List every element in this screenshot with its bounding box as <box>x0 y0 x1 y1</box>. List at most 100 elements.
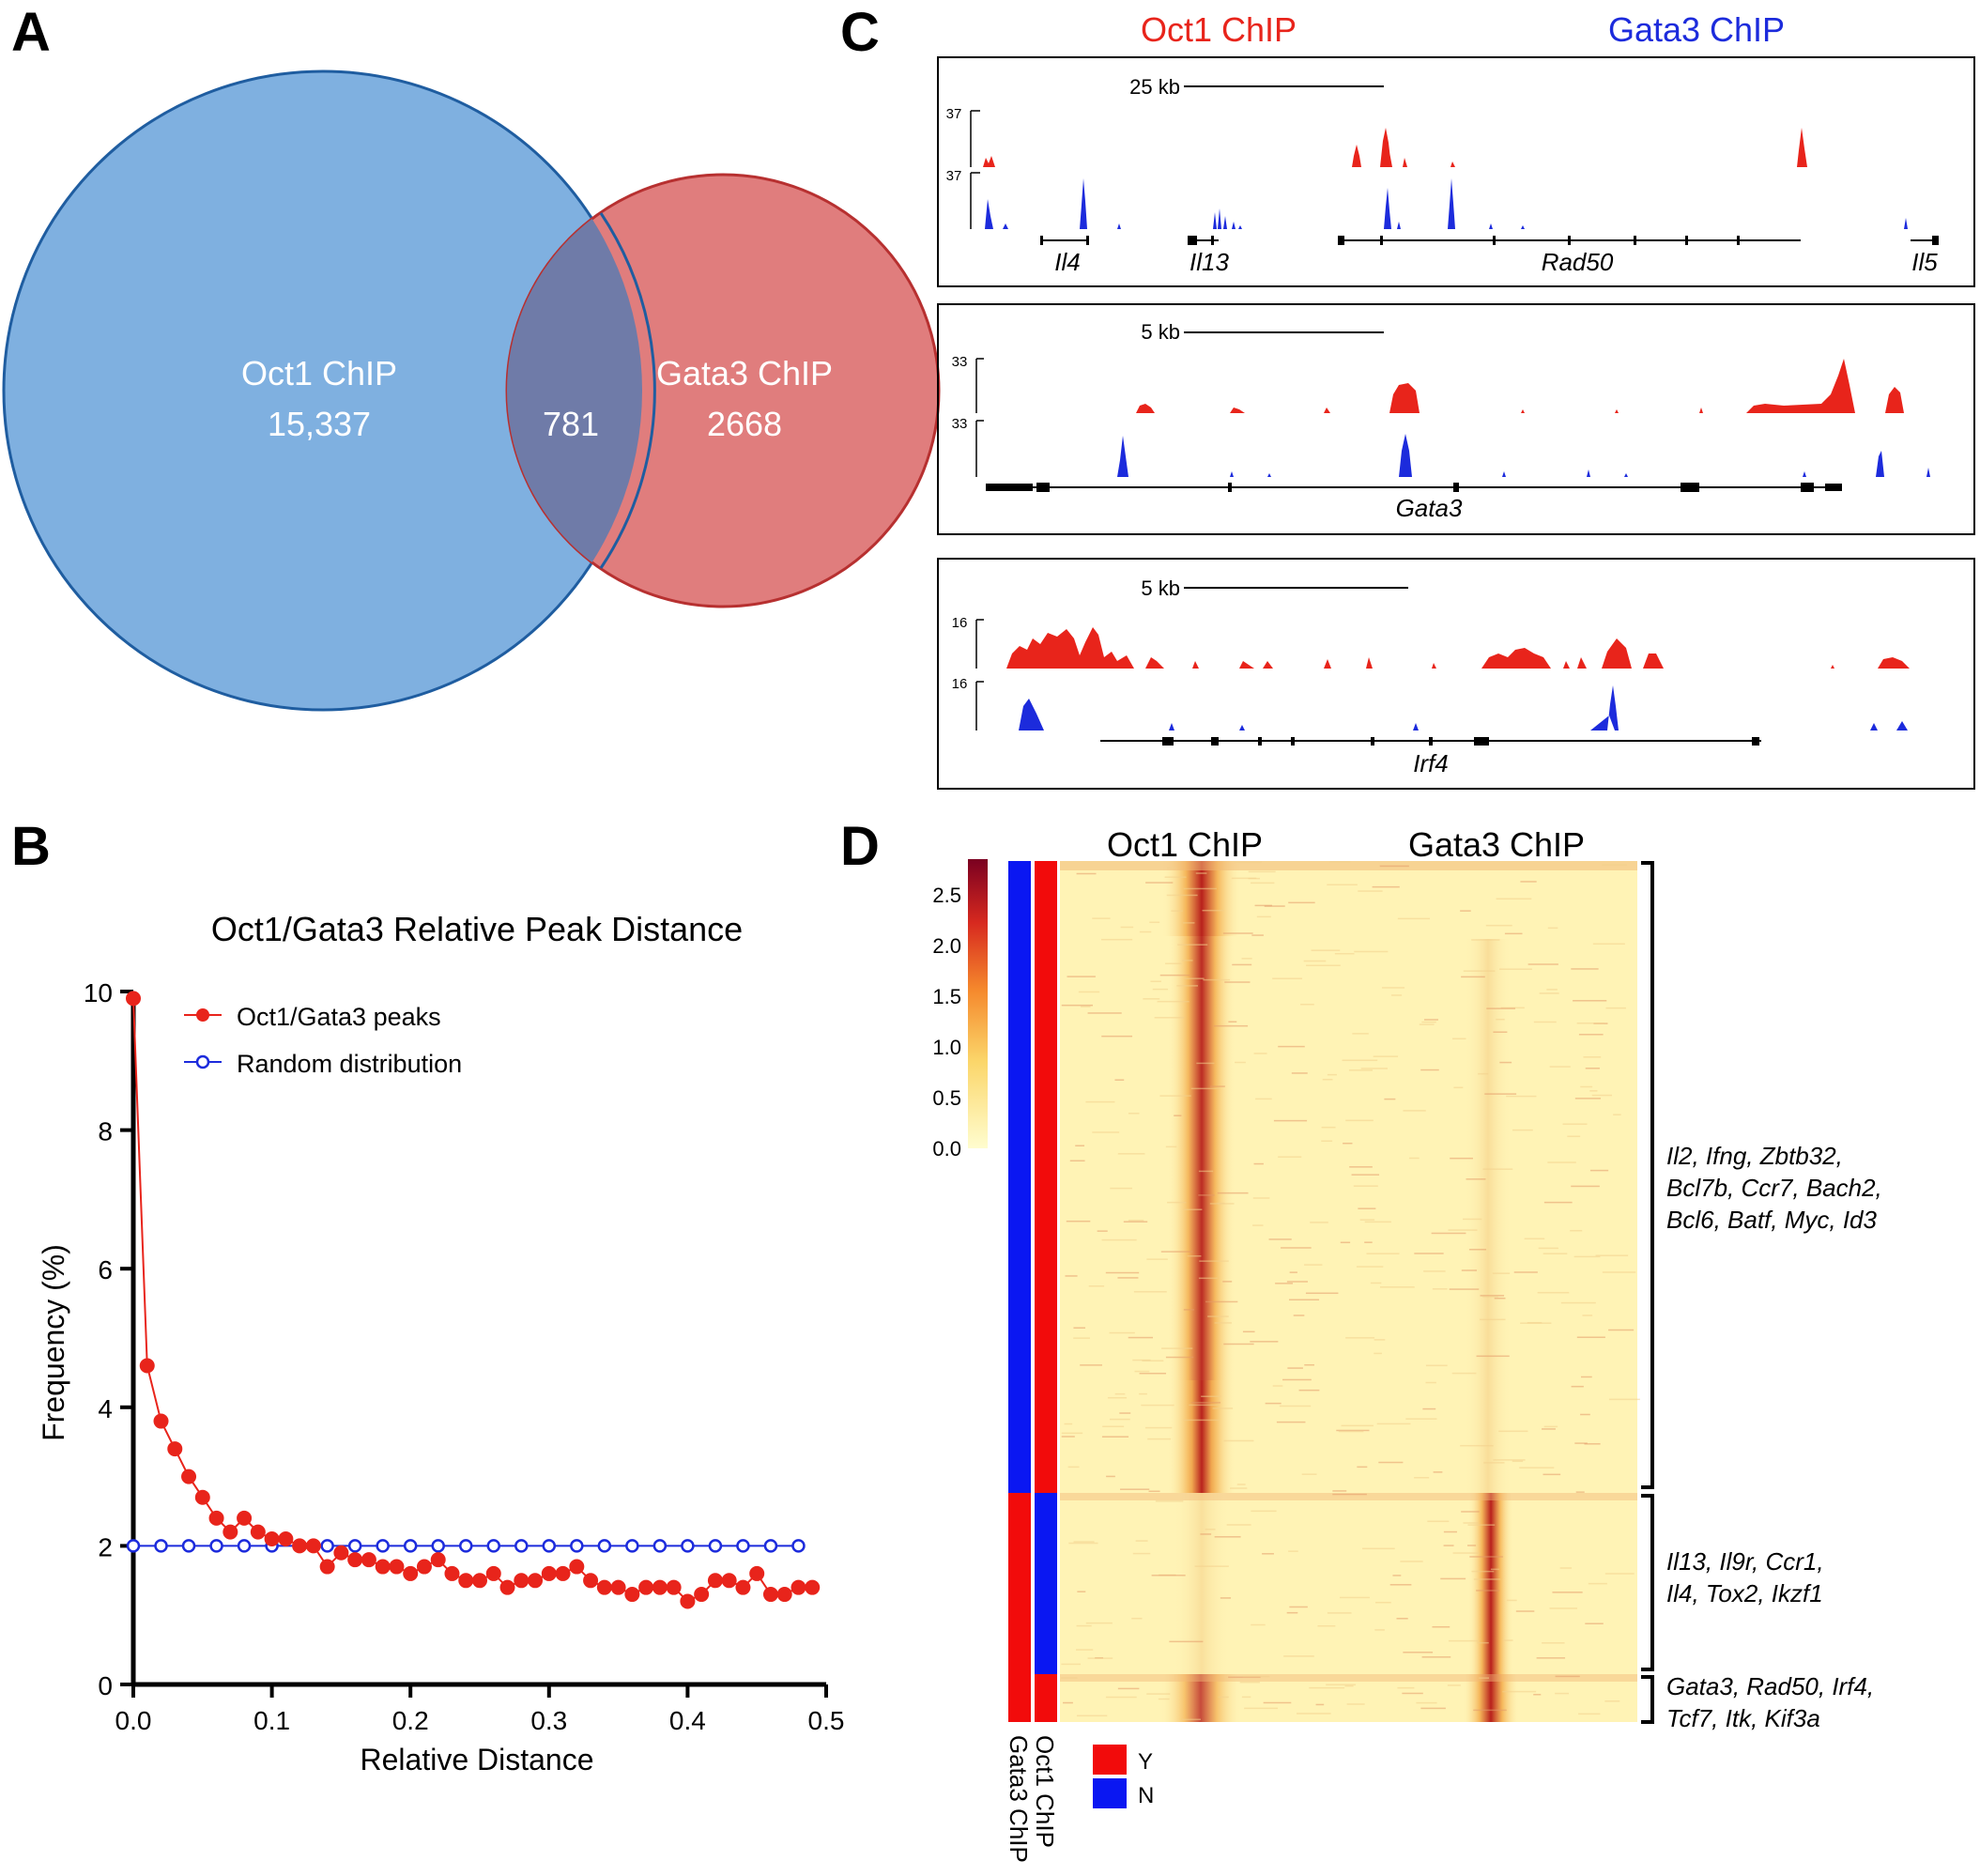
track3-scale-label: 5 kb <box>1141 577 1180 600</box>
oct1-gata3-point <box>444 1565 460 1581</box>
panel-letter-b: B <box>11 816 51 877</box>
oct1-gata3-point <box>762 1587 778 1603</box>
random-point <box>570 1539 584 1553</box>
oct1-gata3-point <box>361 1552 376 1568</box>
gata3-bar-seg1 <box>1008 861 1031 1493</box>
distance-chart: Oct1/Gata3 Relative Peak Distance 0 2 4 6 8 1… <box>37 910 844 1776</box>
gata3-bar-seg2 <box>1008 1493 1031 1722</box>
heatmap-header-oct1: Oct1 ChIP <box>1107 825 1263 864</box>
colorbar-ticks: 2.5 2.0 1.5 1.0 0.5 0.0 <box>932 884 961 1161</box>
oct1-gata3-point <box>485 1565 501 1581</box>
track1-gene-il5: Il5 <box>1911 248 1938 276</box>
x-tick-label: 0.3 <box>530 1706 567 1735</box>
track1-gene-il13: Il13 <box>1190 248 1229 276</box>
oct1-gata3-point <box>347 1552 363 1568</box>
tracks-header-oct1: Oct1 ChIP <box>1141 10 1297 49</box>
cluster1-line3: Bcl6, Batf, Myc, Id3 <box>1666 1206 1878 1234</box>
random-point <box>154 1539 168 1553</box>
colorbar-tick-label: 1.5 <box>932 985 961 1008</box>
oct1-gata3-point <box>805 1579 821 1595</box>
random-point <box>376 1539 390 1553</box>
oct1-gata3-point <box>721 1573 737 1589</box>
oct1-gata3-point <box>472 1573 487 1589</box>
chart-x-label: Relative Distance <box>361 1743 594 1776</box>
oct1-gata3-point <box>430 1552 446 1568</box>
colorbar-tick-label: 2.0 <box>932 934 961 958</box>
oct1-gata3-point <box>749 1565 765 1581</box>
x-tick-label: 0.2 <box>392 1706 429 1735</box>
random-point <box>320 1539 334 1553</box>
oct1-gata3-line <box>132 998 813 1603</box>
bracket-cluster-2 <box>1641 1494 1654 1671</box>
oct1-gata3-point <box>181 1469 197 1484</box>
oct1-gata3-point <box>250 1524 266 1540</box>
track1-max-top: 37 <box>946 106 962 122</box>
oct1-gata3-point <box>624 1587 640 1603</box>
track2-oct1-peaks <box>1136 359 1904 413</box>
oct1-gata3-point <box>139 1358 155 1374</box>
oct1-gata3-point <box>528 1573 544 1589</box>
oct1-gata3-point <box>305 1538 321 1554</box>
oct1-gata3-point <box>208 1510 224 1526</box>
y-tick-label: 10 <box>84 978 113 1007</box>
oct1-gata3-point <box>194 1489 210 1505</box>
track-box-3: 5 kb 16 16 Irf4 <box>937 558 1975 790</box>
heatmap-header-gata3: Gata3 ChIP <box>1408 825 1585 864</box>
random-point <box>597 1539 612 1553</box>
bar-label-gata3: Gata3 ChIP <box>1005 1735 1033 1863</box>
oct1-gata3-point <box>666 1579 682 1595</box>
bracket-cluster-1 <box>1641 861 1654 1489</box>
oct1-gata3-point <box>583 1573 599 1589</box>
oct1-bar-seg1 <box>1035 861 1057 1493</box>
legend-label-random: Random distribution <box>237 1050 462 1078</box>
colorbar-tick-label: 1.0 <box>932 1036 961 1059</box>
oct1-gata3-point <box>237 1510 253 1526</box>
chart-series <box>126 991 821 1609</box>
y-tick-label: 4 <box>98 1394 113 1423</box>
random-point <box>209 1539 223 1553</box>
oct1-gata3-point <box>555 1565 571 1581</box>
cluster1-line1: Il2, Ifng, Zbtb32, <box>1666 1142 1843 1170</box>
colorbar-tick-label: 2.5 <box>932 884 961 907</box>
oct1-gata3-point <box>569 1559 585 1575</box>
track3-max-bottom: 16 <box>952 676 968 692</box>
venn-left-label: Oct1 ChIP <box>241 354 397 392</box>
y-tick-label: 2 <box>98 1532 113 1561</box>
y-tick-label: 6 <box>98 1255 113 1284</box>
panel-letter-a: A <box>11 2 51 63</box>
venn-diagram: Oct1 ChIP 15,337 781 Gata3 ChIP 2668 <box>2 69 941 712</box>
random-point <box>652 1539 668 1553</box>
panel-letter-d: D <box>840 816 880 877</box>
oct1-gata3-point <box>680 1593 696 1609</box>
track1-gata3-peaks <box>985 178 1908 229</box>
oct1-gata3-point <box>499 1579 515 1595</box>
random-point <box>403 1539 418 1553</box>
track1-max-bottom: 37 <box>946 168 962 184</box>
random-point <box>625 1539 639 1553</box>
track-box-2: 5 kb 33 33 Gata3 <box>937 303 1975 535</box>
oct1-gata3-point <box>223 1524 238 1540</box>
random-point <box>458 1539 473 1553</box>
random-point <box>681 1539 695 1553</box>
track2-gene-gata3: Gata3 <box>1396 494 1463 522</box>
venn-right-count: 2668 <box>707 405 782 443</box>
y-tick-label: 8 <box>98 1117 113 1146</box>
oct1-gata3-point <box>458 1573 474 1589</box>
legend-marker-oct1-gata3 <box>196 1008 209 1022</box>
random-point <box>181 1539 196 1553</box>
random-point <box>542 1539 557 1553</box>
oct1-gata3-point <box>610 1579 626 1595</box>
oct1-gata3-point <box>403 1565 419 1581</box>
oct1-gata3-point <box>638 1579 654 1595</box>
legend-label-y: Y <box>1138 1749 1153 1775</box>
random-point <box>237 1539 252 1553</box>
track2-scale-label: 5 kb <box>1141 320 1180 344</box>
oct1-gata3-point <box>153 1413 169 1429</box>
random-point <box>431 1539 445 1553</box>
oct1-gata3-point <box>292 1538 308 1554</box>
oct1-gata3-point <box>735 1579 751 1595</box>
bracket-cluster-3 <box>1641 1675 1654 1724</box>
legend-swatch-y <box>1093 1745 1127 1775</box>
legend-label-n: N <box>1138 1783 1154 1808</box>
chart-title: Oct1/Gata3 Relative Peak Distance <box>211 910 743 948</box>
